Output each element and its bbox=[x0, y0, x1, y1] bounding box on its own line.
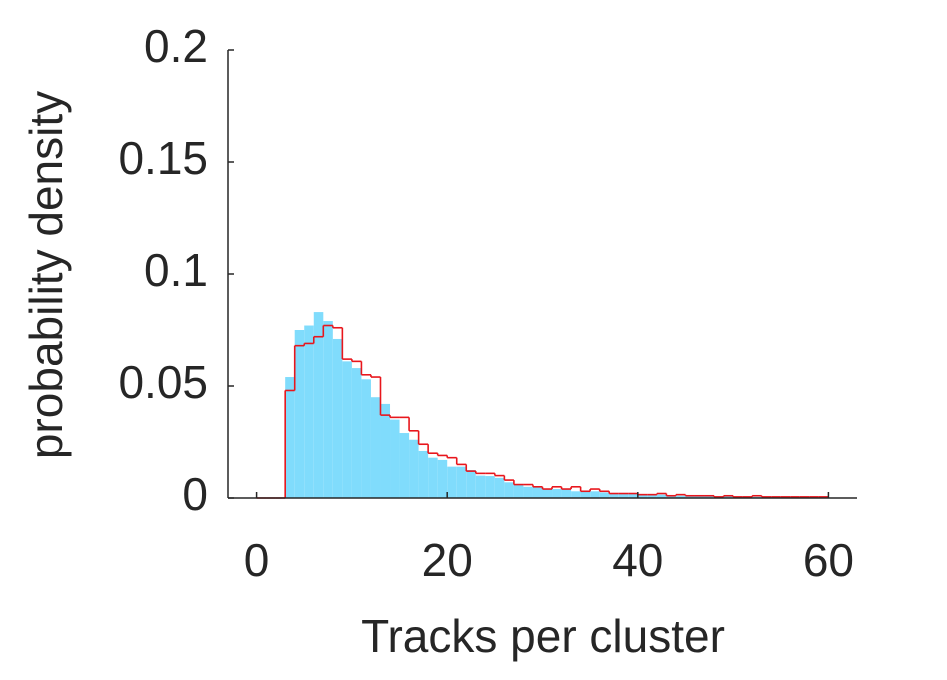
bar bbox=[533, 487, 543, 498]
bar bbox=[304, 326, 314, 498]
x-tick-label: 40 bbox=[612, 534, 663, 586]
y-tick-label: 0.1 bbox=[144, 244, 208, 296]
bar bbox=[361, 379, 371, 498]
y-tick-label: 0.2 bbox=[144, 20, 208, 72]
x-tick-label: 0 bbox=[244, 534, 270, 586]
bar bbox=[323, 321, 333, 498]
bar bbox=[409, 440, 419, 498]
bar bbox=[590, 491, 600, 498]
y-tick-label: 0 bbox=[182, 468, 208, 520]
bar bbox=[466, 470, 476, 498]
y-tick-label: 0.15 bbox=[118, 132, 208, 184]
bar bbox=[581, 491, 591, 498]
bar bbox=[419, 451, 429, 498]
bar bbox=[504, 482, 514, 498]
bar bbox=[552, 489, 562, 498]
bar bbox=[447, 467, 457, 498]
bar bbox=[295, 330, 305, 498]
bar bbox=[285, 377, 295, 498]
bar bbox=[428, 458, 438, 498]
bar bbox=[523, 487, 533, 498]
bar bbox=[390, 420, 400, 498]
bar bbox=[333, 339, 343, 498]
x-tick-label: 60 bbox=[803, 534, 854, 586]
bar bbox=[352, 368, 362, 498]
x-tick-label: 20 bbox=[422, 534, 473, 586]
bar bbox=[571, 491, 581, 498]
bar bbox=[314, 312, 324, 498]
bar bbox=[562, 489, 572, 498]
bar bbox=[371, 397, 381, 498]
bar bbox=[457, 467, 467, 498]
bar bbox=[485, 476, 495, 498]
y-axis-label: probability density bbox=[20, 91, 72, 459]
bar bbox=[400, 433, 410, 498]
bar bbox=[342, 361, 352, 498]
bar bbox=[495, 478, 505, 498]
bar bbox=[600, 492, 610, 498]
bar bbox=[380, 404, 390, 498]
x-axis-label: Tracks per cluster bbox=[361, 610, 725, 662]
bar bbox=[476, 476, 486, 498]
bar bbox=[514, 485, 524, 498]
bar bbox=[438, 460, 448, 498]
y-tick-label: 0.05 bbox=[118, 356, 208, 408]
bar bbox=[543, 489, 553, 498]
